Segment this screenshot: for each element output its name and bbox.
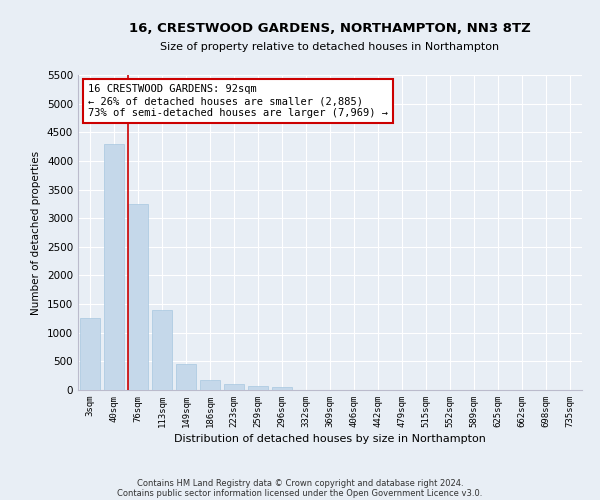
Bar xyxy=(80,318,100,390)
Bar xyxy=(104,144,124,390)
Text: 16 CRESTWOOD GARDENS: 92sqm
← 26% of detached houses are smaller (2,885)
73% of : 16 CRESTWOOD GARDENS: 92sqm ← 26% of det… xyxy=(88,84,388,117)
Bar xyxy=(200,380,220,390)
Text: Contains public sector information licensed under the Open Government Licence v3: Contains public sector information licen… xyxy=(118,488,482,498)
Y-axis label: Number of detached properties: Number of detached properties xyxy=(31,150,41,314)
Bar xyxy=(272,387,292,390)
X-axis label: Distribution of detached houses by size in Northampton: Distribution of detached houses by size … xyxy=(174,434,486,444)
Bar xyxy=(152,310,172,390)
Bar xyxy=(128,204,148,390)
Text: 16, CRESTWOOD GARDENS, NORTHAMPTON, NN3 8TZ: 16, CRESTWOOD GARDENS, NORTHAMPTON, NN3 … xyxy=(129,22,531,36)
Bar xyxy=(224,384,244,390)
Text: Size of property relative to detached houses in Northampton: Size of property relative to detached ho… xyxy=(160,42,500,52)
Bar xyxy=(176,364,196,390)
Text: Contains HM Land Registry data © Crown copyright and database right 2024.: Contains HM Land Registry data © Crown c… xyxy=(137,478,463,488)
Bar xyxy=(248,386,268,390)
